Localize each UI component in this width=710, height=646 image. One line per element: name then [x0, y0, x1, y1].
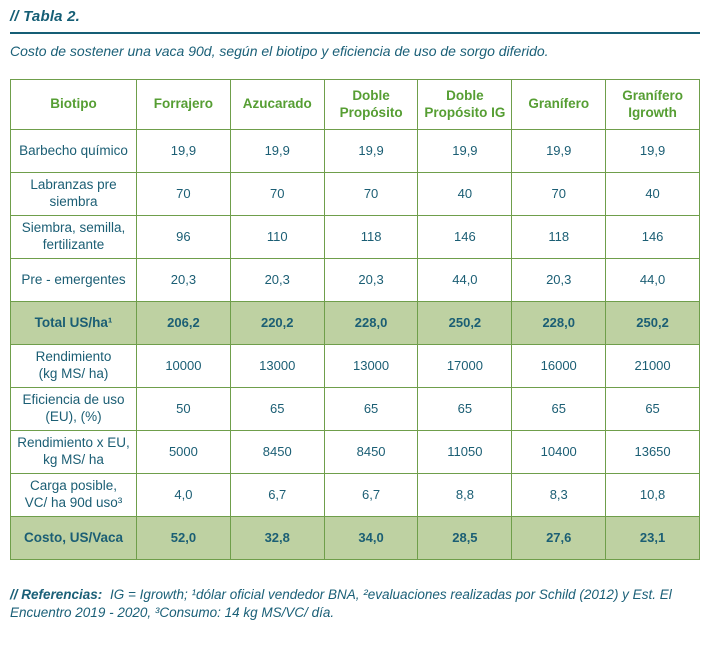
- cell-value: 50: [136, 387, 231, 431]
- table-caption-number: // Tabla 2.: [10, 8, 81, 25]
- cell-value: 118: [323, 215, 419, 259]
- cell-value: 70: [511, 172, 607, 216]
- cell-value: 65: [229, 387, 325, 431]
- cell-value: 10400: [511, 430, 607, 474]
- cell-value: 8450: [323, 430, 419, 474]
- cell-value: 21000: [605, 344, 700, 388]
- row-label: Eficiencia de uso (EU), (%): [10, 387, 137, 431]
- cell-value: 20,3: [511, 258, 607, 302]
- cell-value: 4,0: [136, 473, 231, 517]
- cell-value: 20,3: [229, 258, 325, 302]
- cell-value: 13000: [229, 344, 325, 388]
- cell-value: 250,2: [605, 301, 700, 345]
- cell-value: 8,8: [417, 473, 513, 517]
- table-row: Rendimiento x EU, kg MS/ ha 5000 8450 8450 1…: [10, 430, 700, 474]
- cell-value: 19,9: [229, 129, 325, 173]
- cell-value: 44,0: [417, 258, 513, 302]
- cell-value: 206,2: [136, 301, 231, 345]
- cell-value: 40: [605, 172, 700, 216]
- cell-value: 19,9: [136, 129, 231, 173]
- cell-value: 250,2: [417, 301, 513, 345]
- column-header: Azucarado: [229, 79, 325, 130]
- references: // Referencias: IG = Igrowth; ¹dólar ofi…: [10, 586, 700, 622]
- cell-value: 65: [511, 387, 607, 431]
- references-label: // Referencias:: [10, 587, 103, 602]
- table-row: Pre - emergentes 20,3 20,3 20,3 44,0 20,3 44,0: [10, 258, 700, 302]
- cell-value: 40: [417, 172, 513, 216]
- cell-value: 20,3: [136, 258, 231, 302]
- table-row-total: Costo, US/Vaca 52,0 32,8 34,0 28,5 27,6 23,1: [10, 516, 700, 560]
- row-label: Rendimiento x EU, kg MS/ ha: [10, 430, 137, 474]
- cell-value: 23,1: [605, 516, 700, 560]
- row-label: Pre - emergentes: [10, 258, 137, 302]
- column-header: Granífero Igrowth: [605, 79, 700, 130]
- cell-value: 52,0: [136, 516, 231, 560]
- column-header: Granífero: [511, 79, 607, 130]
- cell-value: 228,0: [323, 301, 419, 345]
- cell-value: 10,8: [605, 473, 700, 517]
- cell-value: 11050: [417, 430, 513, 474]
- cell-value: 8450: [229, 430, 325, 474]
- table-row: Labranzas pre siembra 70 70 70 40 70 40: [10, 172, 700, 216]
- cell-value: 16000: [511, 344, 607, 388]
- cell-value: 70: [136, 172, 231, 216]
- row-label: Siembra, semilla, fertilizante: [10, 215, 137, 259]
- cell-value: 220,2: [229, 301, 325, 345]
- cell-value: 27,6: [511, 516, 607, 560]
- cell-value: 34,0: [323, 516, 419, 560]
- cell-value: 65: [417, 387, 513, 431]
- table-row: Carga posible, VC/ ha 90d uso³ 4,0 6,7 6,7 8…: [10, 473, 700, 517]
- cell-value: 6,7: [323, 473, 419, 517]
- table-head: Biotipo Forrajero Azucarado Doble Propósito…: [10, 79, 700, 130]
- column-header-biotipo: Biotipo: [10, 79, 137, 130]
- table-row: Siembra, semilla, fertilizante 96 110 118 14…: [10, 215, 700, 259]
- column-header: Forrajero: [136, 79, 231, 130]
- cell-value: 19,9: [323, 129, 419, 173]
- table-body: Barbecho químico 19,9 19,9 19,9 19,9 19,9 19,9…: [10, 129, 700, 560]
- cell-value: 70: [323, 172, 419, 216]
- cell-value: 13650: [605, 430, 700, 474]
- column-header: Doble Propósito IG: [417, 79, 513, 130]
- cell-value: 19,9: [417, 129, 513, 173]
- cell-value: 17000: [417, 344, 513, 388]
- row-label: Carga posible, VC/ ha 90d uso³: [10, 473, 137, 517]
- cell-value: 6,7: [229, 473, 325, 517]
- column-header: Doble Propósito: [323, 79, 419, 130]
- cell-value: 65: [605, 387, 700, 431]
- references-text: IG = Igrowth; ¹dólar oficial vendedor BN…: [10, 587, 672, 621]
- table-row: Barbecho químico 19,9 19,9 19,9 19,9 19,9 19,9: [10, 129, 700, 173]
- cell-value: 5000: [136, 430, 231, 474]
- cell-value: 70: [229, 172, 325, 216]
- document-page: // Tabla 2. Costo de sostener una vaca 9…: [10, 8, 700, 622]
- cell-value: 32,8: [229, 516, 325, 560]
- cell-value: 8,3: [511, 473, 607, 517]
- cell-value: 20,3: [323, 258, 419, 302]
- row-label: Costo, US/Vaca: [10, 516, 137, 560]
- cell-value: 28,5: [417, 516, 513, 560]
- cell-value: 228,0: [511, 301, 607, 345]
- table-row-total: Total US/ha¹ 206,2 220,2 228,0 250,2 228,0 250…: [10, 301, 700, 345]
- table-header-row: Biotipo Forrajero Azucarado Doble Propósito…: [10, 79, 700, 130]
- cell-value: 96: [136, 215, 231, 259]
- cell-value: 110: [229, 215, 325, 259]
- cell-value: 13000: [323, 344, 419, 388]
- costs-table: Biotipo Forrajero Azucarado Doble Propósito…: [10, 79, 700, 560]
- table-row: Rendimiento (kg MS/ ha) 10000 13000 13000 17…: [10, 344, 700, 388]
- cell-value: 65: [323, 387, 419, 431]
- row-label: Rendimiento (kg MS/ ha): [10, 344, 137, 388]
- row-label: Total US/ha¹: [10, 301, 137, 345]
- cell-value: 19,9: [511, 129, 607, 173]
- title-divider: [10, 32, 700, 34]
- row-label: Labranzas pre siembra: [10, 172, 137, 216]
- cell-value: 146: [605, 215, 700, 259]
- cell-value: 10000: [136, 344, 231, 388]
- table-row: Eficiencia de uso (EU), (%) 50 65 65 65 65 65: [10, 387, 700, 431]
- table-caption-text: Costo de sostener una vaca 90d, según el…: [10, 43, 549, 59]
- cell-value: 44,0: [605, 258, 700, 302]
- row-label: Barbecho químico: [10, 129, 137, 173]
- cell-value: 19,9: [605, 129, 700, 173]
- cell-value: 118: [511, 215, 607, 259]
- cell-value: 146: [417, 215, 513, 259]
